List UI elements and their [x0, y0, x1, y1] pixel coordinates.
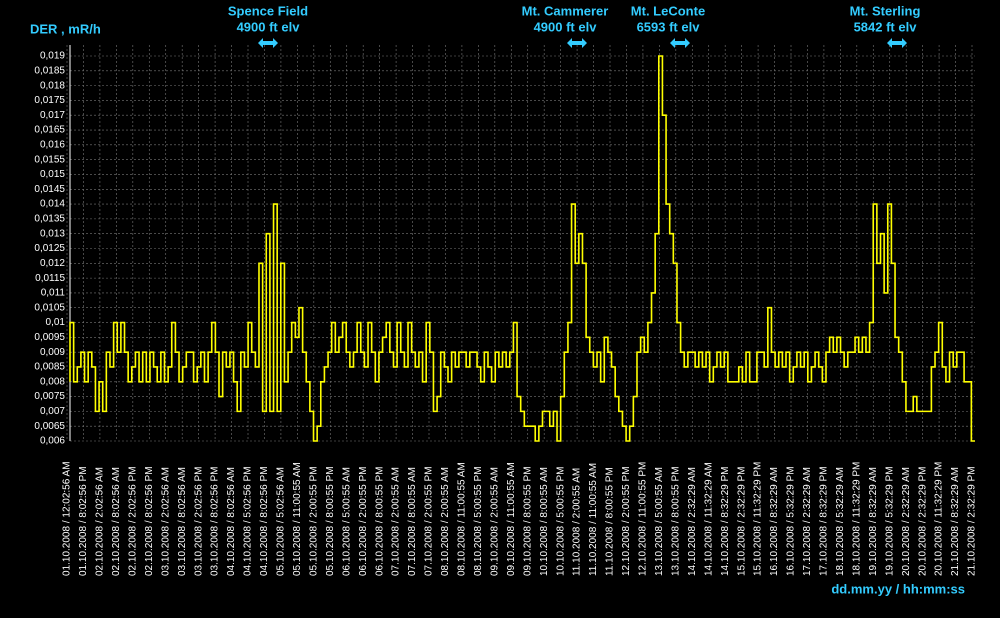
x-tick-label: 14.10.2008 / 8:32:29 PM: [720, 466, 731, 576]
y-tick-label: 0,011: [41, 288, 66, 299]
x-tick-label: 03.10.2008 / 2:02:56 PM: [193, 466, 204, 576]
y-tick-label: 0,0165: [34, 125, 65, 136]
x-tick-label: 01.10.2008 / 8:02:56 PM: [78, 466, 89, 576]
y-tick-label: 0,0135: [34, 214, 65, 225]
x-tick-label: 02.10.2008 / 2:02:56 PM: [127, 466, 138, 576]
y-tick-label: 0,0085: [34, 362, 65, 373]
y-tick-label: 0,019: [40, 51, 65, 62]
x-tick-label: 03.10.2008 / 8:02:56 PM: [210, 466, 221, 576]
x-tick-label: 07.10.2008 / 2:00:55 AM: [391, 467, 402, 576]
range-arrow: [670, 38, 690, 48]
x-tick-label: 19.10.2008 / 5:32:29 PM: [884, 466, 895, 576]
x-tick-label: 06.10.2008 / 2:00:55 PM: [358, 466, 369, 576]
y-tick-label: 0,0175: [34, 95, 65, 106]
annotation-title: Mt. Sterling: [850, 3, 921, 18]
y-tick-label: 0,017: [40, 110, 65, 121]
y-tick-label: 0,006: [40, 436, 65, 447]
x-tick-label: 04.10.2008 / 5:02:56 PM: [243, 466, 254, 576]
x-tick-label: 15.10.2008 / 2:32:29 PM: [736, 466, 747, 576]
x-tick-label: 15.10.2008 / 11:32:29 PM: [753, 462, 764, 576]
x-tick-label: 20.10.2008 / 2:32:29 PM: [917, 466, 928, 576]
x-tick-label: 02.10.2008 / 8:02:56 AM: [111, 467, 122, 576]
y-tick-label: 0,018: [40, 80, 65, 91]
x-tick-label: 21.10.2008 / 8:32:29 AM: [950, 467, 961, 576]
x-tick-label: 04.10.2008 / 8:02:56 PM: [259, 466, 270, 576]
x-tick-label: 20.10.2008 / 2:32:29 AM: [901, 467, 912, 576]
y-tick-label: 0,016: [40, 139, 65, 150]
y-tick-label: 0,0125: [34, 243, 65, 254]
y-tick-label: 0,012: [40, 258, 65, 269]
x-tick-label: 07.10.2008 / 8:00:55 AM: [407, 467, 418, 576]
data-line: [69, 55, 975, 442]
y-tick-label: 0,013: [40, 228, 65, 239]
x-tick-label: 09.10.2008 / 8:00:55 PM: [522, 466, 533, 576]
y-tick-label: 0,0065: [34, 421, 65, 432]
x-tick-label: 09.10.2008 / 11:00:55 AM: [506, 462, 517, 576]
x-tick-label: 19.10.2008 / 8:32:29 AM: [868, 467, 879, 576]
x-tick-label: 20.10.2008 / 11:32:29 PM: [934, 462, 945, 576]
y-axis-label: DER , mR/h: [30, 21, 101, 36]
y-tick-label: 0,007: [40, 406, 65, 417]
x-tick-label: 18.10.2008 / 11:32:29 PM: [851, 462, 862, 576]
x-tick-label: 16.10.2008 / 8:32:29 AM: [769, 467, 780, 576]
x-tick-label: 17.10.2008 / 8:32:29 PM: [819, 466, 830, 576]
x-tick-label: 05.10.2008 / 2:00:55 PM: [308, 466, 319, 576]
x-tick-label: 02.10.2008 / 2:02:56 AM: [95, 467, 106, 576]
annotation-subtitle: 5842 ft elv: [854, 19, 918, 34]
y-tick-label: 0,0145: [34, 184, 65, 195]
x-tick-label: 18.10.2008 / 5:32:29 AM: [835, 467, 846, 576]
x-tick-label: 14.10.2008 / 2:32:29 AM: [687, 467, 698, 576]
x-tick-label: 05.10.2008 / 8:00:55 PM: [325, 466, 336, 576]
y-tick-label: 0,0155: [34, 154, 65, 165]
annotation-title: Mt. Cammerer: [522, 3, 609, 18]
x-tick-label: 06.10.2008 / 5:00:55 AM: [341, 467, 352, 576]
x-tick-label: 06.10.2008 / 8:00:55 PM: [374, 466, 385, 576]
x-tick-label: 11.10.2008 / 2:00:55 AM: [572, 468, 583, 576]
annotation-subtitle: 4900 ft elv: [534, 19, 598, 34]
x-tick-label: 08.10.2008 / 5:00:55 PM: [473, 466, 484, 576]
x-tick-label: 12.10.2008 / 11:00:55 PM: [638, 462, 649, 576]
y-tick-label: 0,014: [40, 199, 65, 210]
x-tick-label: 21.10.2008 / 2:32:29 PM: [967, 466, 978, 576]
annotation-title: Mt. LeConte: [631, 3, 705, 18]
x-tick-label: 16.10.2008 / 5:32:29 PM: [786, 466, 797, 576]
x-tick-label: 08.10.2008 / 2:00:55 AM: [440, 467, 451, 576]
y-tick-label: 0,009: [40, 347, 65, 358]
y-tick-label: 0,0185: [34, 65, 65, 76]
annotation-title: Spence Field: [228, 3, 308, 18]
x-tick-label: 05.10.2008 / 5:02:56 AM: [276, 467, 287, 576]
range-arrow: [887, 38, 907, 48]
y-tick-label: 0,0075: [34, 391, 65, 402]
range-arrow: [567, 38, 587, 48]
x-tick-label: 10.10.2008 / 8:00:55 AM: [539, 467, 550, 576]
x-tick-label: 11.10.2008 / 8:00:55 PM: [605, 467, 616, 576]
y-tick-label: 0,01: [46, 317, 66, 328]
y-tick-label: 0,015: [40, 169, 65, 180]
x-tick-label: 07.10.2008 / 2:00:55 PM: [424, 466, 435, 576]
x-tick-label: 14.10.2008 / 11:32:29 AM: [703, 462, 714, 576]
x-tick-label: 11.10.2008 / 11:00:55 AM: [588, 463, 599, 576]
annotation-subtitle: 4900 ft elv: [237, 19, 301, 34]
y-tick-label: 0,0105: [34, 302, 65, 313]
x-tick-label: 13.10.2008 / 5:00:55 AM: [654, 467, 665, 576]
x-tick-label: 17.10.2008 / 2:32:29 AM: [802, 467, 813, 576]
range-arrow: [258, 38, 278, 48]
y-tick-label: 0,0095: [34, 332, 65, 343]
annotation-subtitle: 6593 ft elv: [637, 19, 701, 34]
x-tick-label: 08.10.2008 / 11:00:55 AM: [457, 462, 468, 576]
y-tick-label: 0,0115: [35, 273, 65, 284]
x-tick-label: 12.10.2008 / 2:00:55 PM: [621, 466, 632, 576]
y-tick-label: 0,008: [40, 376, 65, 387]
x-tick-label: 13.10.2008 / 8:00:55 PM: [670, 466, 681, 576]
x-tick-label: 10.10.2008 / 5:00:55 PM: [555, 466, 566, 576]
x-tick-label: 01.10.2008 / 12:02:56 AM: [62, 461, 73, 576]
x-tick-label: 02.10.2008 / 8:02:56 PM: [144, 466, 155, 576]
x-axis-label: dd.mm.yy / hh:mm:ss: [831, 581, 965, 596]
x-tick-label: 03.10.2008 / 8:02:56 AM: [177, 467, 188, 576]
x-tick-label: 03.10.2008 / 2:02:56 AM: [160, 467, 171, 576]
x-tick-label: 09.10.2008 / 2:00:55 AM: [489, 467, 500, 576]
x-tick-label: 04.10.2008 / 8:02:56 AM: [226, 467, 237, 576]
x-tick-label: 05.10.2008 / 11:00:55 AM: [292, 462, 303, 576]
